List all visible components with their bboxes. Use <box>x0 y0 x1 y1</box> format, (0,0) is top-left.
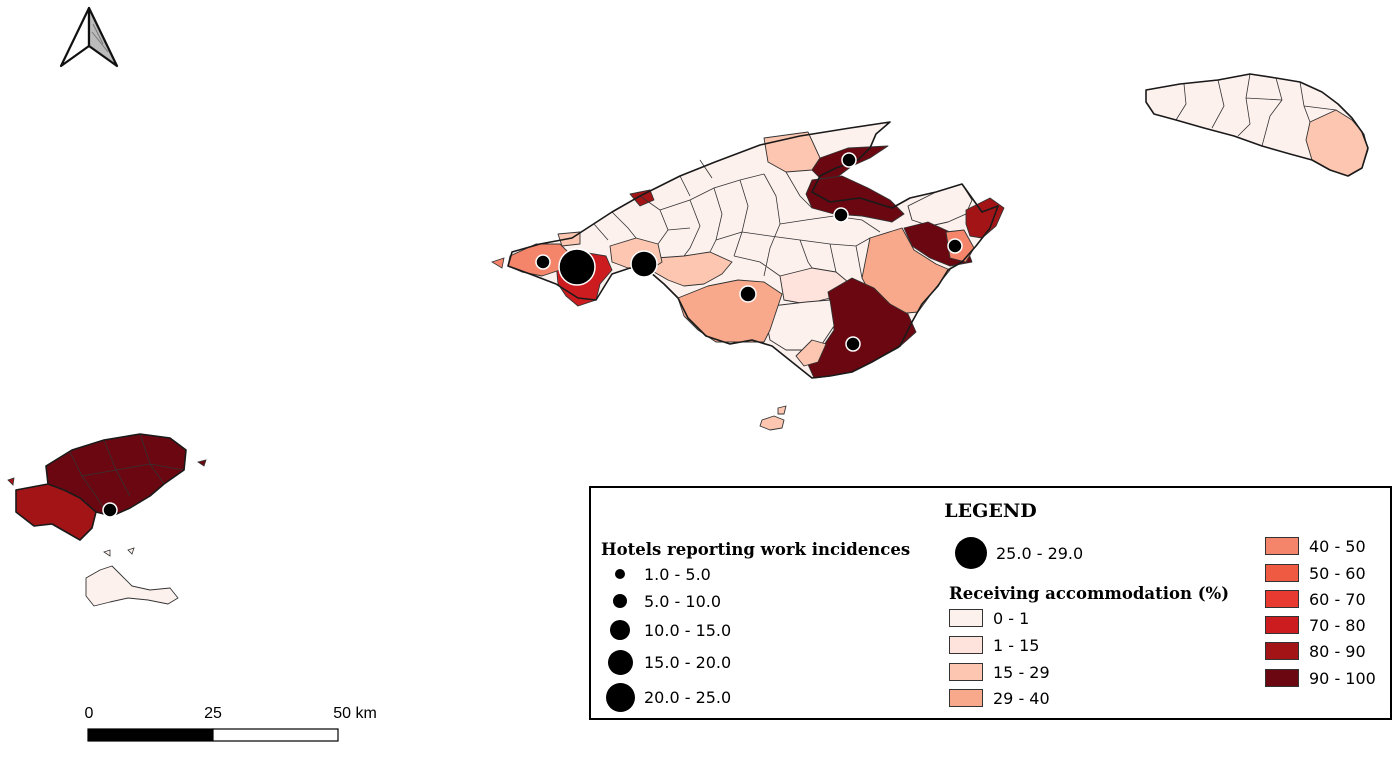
legend-hotel-item: 1.0 - 5.0 <box>605 559 711 589</box>
legend-circle-symbol <box>613 594 627 608</box>
legend-swatch <box>949 609 983 627</box>
legend-swatch <box>949 689 983 707</box>
legend-box: LEGEND Hotels reporting work incidences … <box>589 486 1392 720</box>
municipality <box>653 251 733 287</box>
legend-label: 40 - 50 <box>1309 536 1366 556</box>
legend-swatch <box>949 663 983 681</box>
scale-label: 0 <box>85 705 94 722</box>
mallorca-coastline <box>507 121 999 379</box>
legend-class-item: 90 - 100 <box>1265 667 1376 689</box>
hotel-circle <box>947 238 963 254</box>
ibiza-island <box>7 433 207 541</box>
scale-bar: 0 25 50 km <box>85 705 377 742</box>
legend-hotel-item: 10.0 - 15.0 <box>605 615 731 645</box>
legend-label: 15.0 - 20.0 <box>644 652 732 672</box>
legend-label: 1 - 15 <box>993 635 1040 655</box>
scale-label: 25 <box>204 705 222 722</box>
scale-label: 50 km <box>333 705 377 722</box>
hotel-circle <box>841 152 857 168</box>
legend-swatch <box>1265 669 1299 687</box>
legend-swatch <box>1265 537 1299 555</box>
legend-swatch <box>1265 590 1299 608</box>
mallorca-island <box>491 121 1005 379</box>
hotel-circle <box>833 207 849 223</box>
legend-label: 5.0 - 10.0 <box>644 591 722 611</box>
legend-hotel-item: 5.0 - 10.0 <box>605 586 721 616</box>
legend-label: 0 - 1 <box>993 608 1030 628</box>
legend-swatch <box>949 636 983 654</box>
legend-label: 25.0 - 29.0 <box>996 543 1084 563</box>
hotels-legend-title: Hotels reporting work incidences <box>601 540 911 559</box>
legend-class-item: 0 - 1 <box>949 607 1029 629</box>
legend-label: 29 - 40 <box>993 688 1050 708</box>
legend-swatch <box>1265 616 1299 634</box>
legend-class-item: 70 - 80 <box>1265 614 1366 636</box>
legend-hotel-item: 20.0 - 25.0 <box>605 682 731 712</box>
hotel-circle <box>558 248 596 286</box>
legend-label: 80 - 90 <box>1309 641 1366 661</box>
legend-label: 90 - 100 <box>1309 668 1376 688</box>
receiving-legend-title: Receiving accommodation (%) <box>949 584 1230 603</box>
hotel-symbols <box>102 152 963 518</box>
municipal-boundaries <box>593 159 881 279</box>
legend-class-item: 60 - 70 <box>1265 588 1366 610</box>
legend-label: 50 - 60 <box>1309 563 1366 583</box>
hotel-circle <box>845 336 861 352</box>
hotel-circle <box>630 250 658 278</box>
cabrera-island <box>759 405 787 431</box>
legend-class-item: 29 - 40 <box>949 687 1050 709</box>
legend-class-item: 80 - 90 <box>1265 640 1366 662</box>
legend-hotel-item: 15.0 - 20.0 <box>605 647 731 677</box>
legend-circle-symbol <box>605 682 635 712</box>
legend-class-item: 50 - 60 <box>1265 562 1366 584</box>
legend-class-item: 1 - 15 <box>949 634 1039 656</box>
legend-hotel-item: 25.0 - 29.0 <box>955 537 1084 569</box>
legend-class-item: 40 - 50 <box>1265 535 1366 557</box>
legend-circle-symbol <box>615 569 625 579</box>
legend-circle-symbol <box>610 620 630 640</box>
hotel-circle <box>739 285 757 303</box>
legend-circle-symbol <box>955 537 987 569</box>
legend-label: 10.0 - 15.0 <box>644 620 732 640</box>
legend-circle-symbol <box>607 649 633 675</box>
menorca-island <box>1145 73 1369 177</box>
hotel-circle <box>102 502 118 518</box>
hotel-circle <box>535 254 551 270</box>
legend-swatch <box>1265 564 1299 582</box>
legend-class-item: 15 - 29 <box>949 661 1050 683</box>
legend-label: 1.0 - 5.0 <box>644 564 711 584</box>
formentera-island <box>85 547 179 607</box>
legend-swatch <box>1265 642 1299 660</box>
legend-label: 70 - 80 <box>1309 615 1366 635</box>
legend-title: LEGEND <box>944 500 1037 522</box>
legend-label: 60 - 70 <box>1309 589 1366 609</box>
north-arrow-icon <box>59 6 119 68</box>
legend-label: 20.0 - 25.0 <box>644 687 732 707</box>
municipality <box>795 339 827 367</box>
legend-label: 15 - 29 <box>993 662 1050 682</box>
